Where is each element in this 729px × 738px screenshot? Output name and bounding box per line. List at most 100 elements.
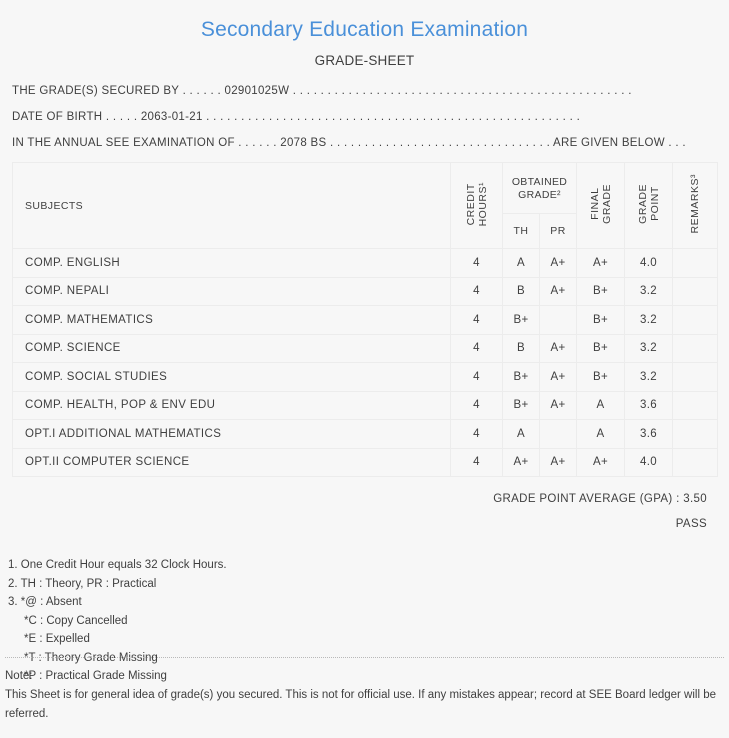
cell-credit-hours: 4 [450, 362, 503, 392]
cell-credit-hours: 4 [450, 305, 503, 335]
cell-practical-grade: A+ [539, 447, 577, 477]
cell-credit-hours: 4 [450, 419, 503, 449]
cell-final-grade: B+ [576, 362, 625, 392]
cell-remarks [672, 276, 718, 306]
cell-theory-grade: A [502, 248, 540, 278]
info-exam-line: IN THE ANNUAL SEE EXAMINATION OF . . . .… [12, 137, 686, 149]
result-status: PASS [675, 518, 707, 530]
footnote-item: 3. *@ : Absent [8, 596, 82, 608]
cell-subject: OPT.II COMPUTER SCIENCE [12, 447, 451, 477]
table-header-row-2: TH PR [13, 213, 718, 249]
cell-remarks [672, 248, 718, 278]
col-header-grade-point: GRADE POINT [624, 162, 673, 249]
cell-final-grade: B+ [576, 305, 625, 335]
cell-theory-grade: A+ [502, 447, 540, 477]
cell-final-grade: A+ [576, 447, 625, 477]
col-header-theory: TH [502, 213, 540, 249]
cell-grade-point: 4.0 [624, 248, 673, 278]
cell-credit-hours: 4 [450, 248, 503, 278]
cell-practical-grade [539, 305, 577, 335]
col-header-remarks-label: REMARKS³ [689, 174, 701, 234]
cell-remarks [672, 362, 718, 392]
cell-subject: OPT.I ADDITIONAL MATHEMATICS [12, 419, 451, 449]
col-header-final-grade-label: FINAL GRADE [588, 184, 613, 224]
col-header-practical: PR [539, 213, 577, 249]
cell-theory-grade: A [502, 419, 540, 449]
grades-table-body: COMP. ENGLISH 4 A A+ A+ 4.0 COMP. NEPALI 4 B A+ B+… [12, 248, 718, 477]
student-info-block: THE GRADE(S) SECURED BY . . . . . . 0290… [0, 84, 729, 150]
page-title: Secondary Education Examination [200, 18, 529, 41]
info-dob-line: DATE OF BIRTH . . . . . 2063-01-21 . . .… [12, 111, 581, 123]
cell-practical-grade [539, 419, 577, 449]
cell-practical-grade: A+ [539, 390, 577, 420]
col-header-remarks: REMARKS³ [672, 162, 718, 249]
cell-remarks [672, 390, 718, 420]
cell-remarks [672, 447, 718, 477]
table-row: COMP. SOCIAL STUDIES 4 B+ A+ B+ 3.2 [12, 362, 718, 392]
col-header-credit-hours-label: CREDIT HOURS¹ [464, 181, 489, 227]
footnote-item: *E : Expelled [24, 633, 90, 645]
cell-grade-point: 3.2 [624, 305, 673, 335]
cell-grade-point: 3.2 [624, 333, 673, 363]
cell-subject: COMP. SCIENCE [12, 333, 451, 363]
table-row: COMP. SCIENCE 4 B A+ B+ 3.2 [12, 333, 718, 363]
note-block: Note: This Sheet is for general idea of … [5, 667, 719, 724]
cell-grade-point: 3.2 [624, 362, 673, 392]
cell-practical-grade: A+ [539, 248, 577, 278]
col-header-credit-hours: CREDIT HOURS¹ [450, 162, 503, 249]
gpa-line: GRADE POINT AVERAGE (GPA) : 3.50 [493, 493, 707, 505]
cell-credit-hours: 4 [450, 333, 503, 363]
cell-subject: COMP. SOCIAL STUDIES [12, 362, 451, 392]
note-divider [5, 657, 724, 658]
cell-practical-grade: A+ [539, 362, 577, 392]
cell-final-grade: B+ [576, 333, 625, 363]
cell-remarks [672, 333, 718, 363]
table-header-row-1: SUBJECTS CREDIT HOURS¹ OBTAINED GRADE² F… [12, 162, 718, 249]
cell-theory-grade: B+ [502, 305, 540, 335]
cell-practical-grade: A+ [539, 333, 577, 363]
cell-final-grade: B+ [576, 276, 625, 306]
cell-practical-grade: A+ [539, 276, 577, 306]
info-symbol-line: THE GRADE(S) SECURED BY . . . . . . 0290… [12, 85, 632, 97]
note-label: Note: [5, 670, 33, 682]
cell-grade-point: 3.6 [624, 390, 673, 420]
cell-final-grade: A [576, 419, 625, 449]
cell-subject: COMP. ENGLISH [12, 248, 451, 278]
table-row: OPT.II COMPUTER SCIENCE 4 A+ A+ A+ 4.0 [12, 447, 718, 477]
col-header-obtained-grade: OBTAINED GRADE² [502, 162, 577, 214]
cell-credit-hours: 4 [450, 276, 503, 306]
cell-grade-point: 3.6 [624, 419, 673, 449]
table-row: OPT.I ADDITIONAL MATHEMATICS 4 A A 3.6 [12, 419, 718, 449]
table-row: COMP. NEPALI 4 B A+ B+ 3.2 [12, 276, 718, 306]
cell-subject: COMP. NEPALI [12, 276, 451, 306]
grades-table: SUBJECTS CREDIT HOURS¹ OBTAINED GRADE² F… [12, 162, 718, 477]
cell-credit-hours: 4 [450, 447, 503, 477]
cell-grade-point: 3.2 [624, 276, 673, 306]
page-subtitle: GRADE-SHEET [314, 53, 415, 68]
cell-grade-point: 4.0 [624, 447, 673, 477]
note-text: This Sheet is for general idea of grade(… [5, 689, 717, 720]
cell-final-grade: A+ [576, 248, 625, 278]
col-header-grade-point-label: GRADE POINT [636, 184, 661, 224]
col-header-subjects: SUBJECTS [12, 162, 451, 249]
footnote-item: 2. TH : Theory, PR : Practical [8, 577, 157, 590]
cell-subject: COMP. MATHEMATICS [12, 305, 451, 335]
cell-subject: COMP. HEALTH, POP & ENV EDU [12, 390, 451, 420]
summary-block: GRADE POINT AVERAGE (GPA) : 3.50 PASS [0, 493, 729, 530]
footnote-item: *C : Copy Cancelled [24, 614, 128, 627]
cell-remarks [672, 419, 718, 449]
table-row: COMP. MATHEMATICS 4 B+ B+ 3.2 [12, 305, 718, 335]
col-header-final-grade: FINAL GRADE [576, 162, 625, 249]
grades-table-head: SUBJECTS CREDIT HOURS¹ OBTAINED GRADE² F… [12, 162, 718, 249]
table-row: COMP. HEALTH, POP & ENV EDU 4 B+ A+ A 3.6 [12, 390, 718, 420]
cell-remarks [672, 305, 718, 335]
cell-theory-grade: B+ [502, 362, 540, 392]
cell-credit-hours: 4 [450, 390, 503, 420]
table-row: COMP. ENGLISH 4 A A+ A+ 4.0 [12, 248, 718, 278]
cell-theory-grade: B+ [502, 390, 540, 420]
cell-theory-grade: B [502, 333, 540, 363]
footnote-item: 1. One Credit Hour equals 32 Clock Hours… [8, 559, 227, 571]
footnote-item: *P : Practical Grade Missing [24, 670, 167, 682]
cell-final-grade: A [576, 390, 625, 420]
